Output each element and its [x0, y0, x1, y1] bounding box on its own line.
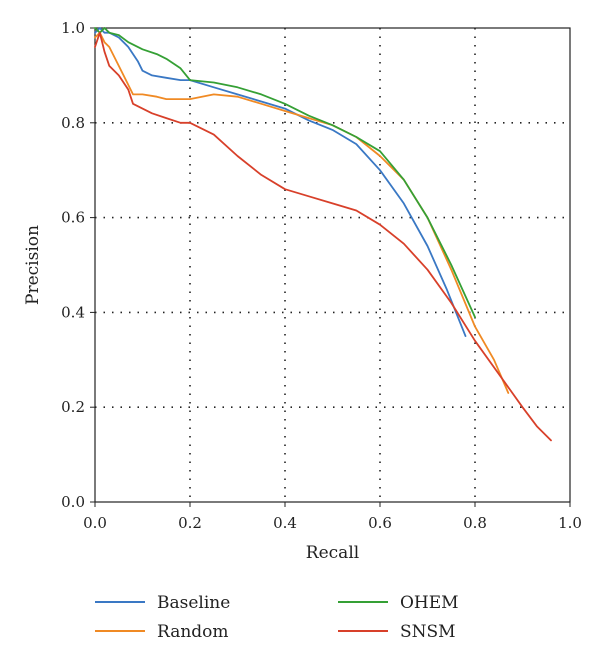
legend-item-baseline: Baseline: [95, 593, 230, 613]
x-axis-title: Recall: [306, 543, 359, 563]
series-line-ohem: [94, 27, 476, 319]
series-line-baseline: [94, 27, 467, 338]
legend-item-ohem: OHEM: [338, 593, 459, 613]
x-tick-label: 0.6: [368, 514, 392, 532]
y-tick-label: 0.2: [61, 398, 85, 416]
y-tick-label: 0.4: [61, 303, 85, 321]
legend-label: SNSM: [400, 622, 456, 642]
tick-labels: 0.0 0.2 0.4 0.6 0.8 1.0 0.0 0.2 0.4 0.6 0.8 1.0: [61, 19, 582, 532]
legend-label: Random: [157, 622, 229, 642]
x-tick-label: 0.0: [83, 514, 107, 532]
x-tick-label: 0.8: [463, 514, 487, 532]
legend-item-random: Random: [95, 622, 229, 642]
plot-frame: [94, 27, 571, 503]
x-tick-label: 1.0: [558, 514, 582, 532]
y-tick-label: 1.0: [61, 19, 85, 37]
series-lines: [94, 27, 552, 442]
legend-item-snsm: SNSM: [338, 622, 456, 642]
legend-label: OHEM: [400, 593, 459, 613]
series-line-random: [94, 31, 510, 394]
x-tick-label: 0.4: [273, 514, 297, 532]
legend-label: Baseline: [157, 593, 230, 613]
axis-ticks: [90, 27, 571, 507]
series-line-snsm: [94, 31, 552, 442]
legend: Baseline Random OHEM SNSM: [95, 593, 459, 642]
y-tick-label: 0.0: [61, 493, 85, 511]
y-axis-title: Precision: [23, 225, 43, 305]
y-tick-label: 0.6: [61, 209, 85, 227]
x-tick-label: 0.2: [178, 514, 202, 532]
y-tick-label: 0.8: [61, 114, 85, 132]
